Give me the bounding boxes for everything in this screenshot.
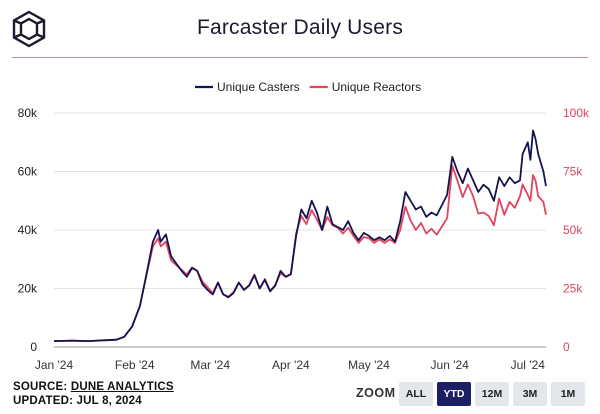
x-tick-label: Mar '24 bbox=[190, 358, 230, 372]
zoom-12m-button[interactable]: 12M bbox=[475, 382, 509, 406]
x-tick-label: Jul '24 bbox=[511, 358, 546, 372]
y-left-tick-label: 20k bbox=[18, 282, 38, 296]
x-tick-label: Apr '24 bbox=[272, 358, 310, 372]
y-left-tick-label: 60k bbox=[18, 165, 38, 179]
source-link[interactable]: DUNE ANALYTICS bbox=[70, 381, 174, 393]
series-line-unique-casters bbox=[53, 129, 547, 343]
y-right-tick-label: 50k bbox=[563, 223, 583, 237]
cube-logo-icon bbox=[12, 10, 46, 48]
page-title: Farcaster Daily Users bbox=[196, 16, 404, 39]
y-left-tick-label: 40k bbox=[18, 223, 38, 237]
zoom-1m-button[interactable]: 1M bbox=[551, 382, 585, 406]
zoom-all-button[interactable]: ALL bbox=[399, 382, 433, 406]
source-note: SOURCE: DUNE ANALYTICS UPDATED: JUL 8, 2… bbox=[13, 380, 174, 408]
x-tick-label: Feb '24 bbox=[115, 358, 155, 372]
y-right-tick-label: 75k bbox=[563, 165, 583, 179]
zoom-3m-button[interactable]: 3M bbox=[513, 382, 547, 406]
x-tick-label: Jan '24 bbox=[35, 358, 74, 372]
updated-date: UPDATED: JUL 8, 2024 bbox=[13, 395, 142, 407]
y-right-tick-label: 100k bbox=[563, 106, 590, 120]
source-prefix: SOURCE: bbox=[13, 381, 71, 393]
y-left-tick-label: 0 bbox=[30, 340, 37, 354]
zoom-label: ZOOM bbox=[356, 386, 396, 400]
x-tick-label: May '24 bbox=[348, 358, 390, 372]
legend-label: Unique Reactors bbox=[332, 80, 421, 94]
y-right-tick-label: 25k bbox=[563, 282, 583, 296]
series-line-unique-reactors bbox=[53, 164, 547, 343]
x-tick-label: Jun '24 bbox=[431, 358, 470, 372]
legend-label: Unique Casters bbox=[217, 80, 300, 94]
zoom-ytd-button[interactable]: YTD bbox=[437, 382, 471, 406]
y-left-tick-label: 80k bbox=[18, 106, 38, 120]
y-right-tick-label: 0 bbox=[563, 340, 570, 354]
title-divider bbox=[12, 57, 588, 58]
